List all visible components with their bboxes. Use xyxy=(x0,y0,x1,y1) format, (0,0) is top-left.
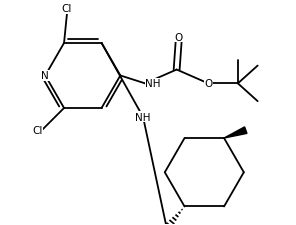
Text: Cl: Cl xyxy=(62,4,72,14)
Text: NH: NH xyxy=(145,79,160,89)
Text: N: N xyxy=(41,71,49,81)
Text: O: O xyxy=(175,33,183,43)
Text: Cl: Cl xyxy=(32,125,42,135)
Text: O: O xyxy=(204,79,212,89)
Polygon shape xyxy=(224,127,247,138)
Text: NH: NH xyxy=(135,112,151,122)
